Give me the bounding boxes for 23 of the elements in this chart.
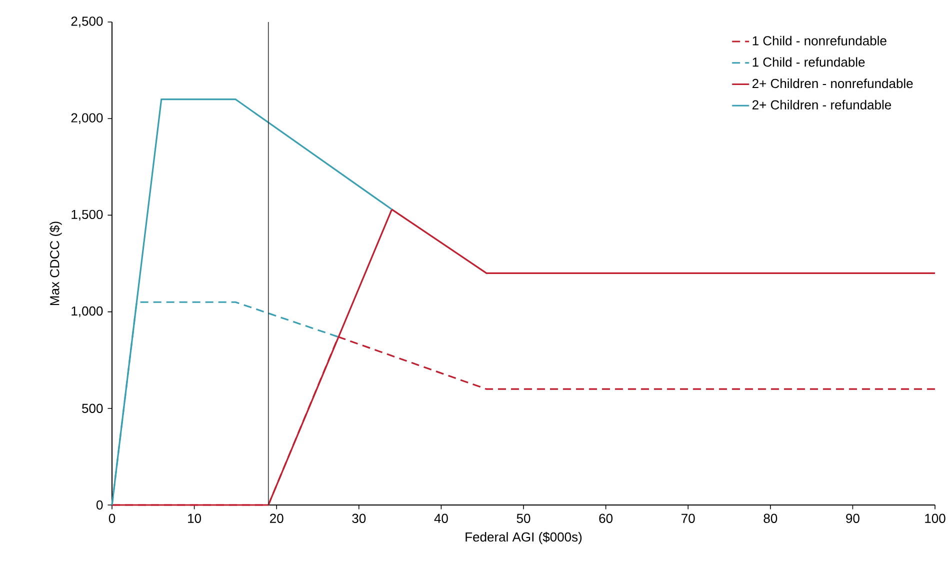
x-tick-label: 40 [434,514,448,523]
x-tick-label: 10 [188,514,202,523]
x-tick-label: 50 [516,514,530,523]
legend-label: 2+ Children - nonrefundable [752,78,913,88]
legend-label: 1 Child - refundable [752,57,865,67]
x-tick-label: 100 [925,514,946,523]
x-tick-label: 70 [682,514,695,523]
x-tick-label: 20 [270,514,284,523]
x-tick-label: 60 [599,514,613,523]
legend-label: 1 Child - nonrefundable [752,36,886,46]
y-axis-title: Max CDCC ($) [50,222,62,306]
y-tick-label: 2,000 [71,113,103,124]
x-tick-label: 30 [352,514,366,523]
legend-label: 2+ Children - refundable [752,100,892,110]
y-tick-label: 500 [82,404,103,413]
y-tick-label: 2,500 [71,16,103,28]
x-tick-label: 80 [764,514,778,523]
y-tick-label: 1,500 [72,210,103,221]
y-tick-label: 1,000 [72,306,103,318]
x-tick-label: 0 [108,514,116,523]
x-axis-title: Federal AGI ($000s) [466,532,582,544]
x-tick-label: 90 [846,514,860,523]
y-tick-label: 0 [96,500,103,510]
